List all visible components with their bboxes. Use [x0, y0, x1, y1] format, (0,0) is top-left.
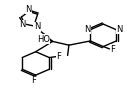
Text: N: N	[84, 25, 90, 34]
Text: F: F	[31, 76, 36, 85]
Text: N: N	[19, 20, 25, 29]
Text: F: F	[57, 52, 61, 61]
Text: F: F	[110, 45, 115, 54]
Text: N: N	[25, 5, 31, 14]
Text: HO: HO	[37, 35, 50, 44]
Text: N: N	[116, 25, 123, 34]
Text: N: N	[34, 22, 40, 31]
